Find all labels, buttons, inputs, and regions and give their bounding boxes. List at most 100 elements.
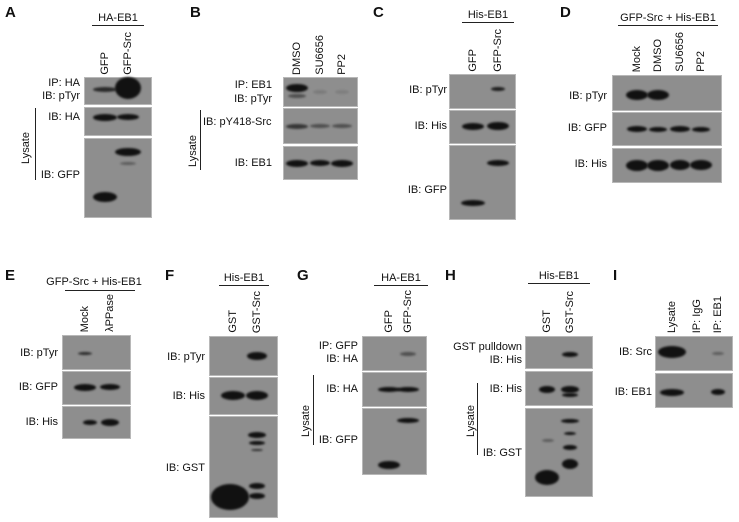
blot-band <box>562 393 578 397</box>
blot-band <box>562 459 578 469</box>
blot-band <box>564 431 576 435</box>
panel-i-letter: I <box>613 267 618 284</box>
panel-i-lane: IP: IgG <box>691 298 703 333</box>
panel-g-label: IB: HA <box>326 383 358 395</box>
panel-h-blot-2 <box>525 371 593 406</box>
panel-a-lane: GFP <box>99 52 111 75</box>
blot-band <box>397 417 419 423</box>
panel-e-header: GFP-Src + His-EB1 <box>46 276 142 288</box>
panel-g-label: IP: GFP <box>318 340 358 352</box>
blot-band <box>115 148 141 156</box>
panel-f-lane: GST <box>227 310 239 333</box>
panel-d-label: IB: GFP <box>567 122 607 134</box>
panel-e-blot-3 <box>62 406 131 439</box>
blot-band <box>249 493 265 499</box>
blot-band <box>115 77 141 99</box>
panel-b-letter: B <box>190 4 201 21</box>
blot-band <box>647 90 669 100</box>
panel-g-bracket <box>313 375 314 445</box>
blot-band <box>626 159 648 171</box>
panel-e-header-line <box>65 290 135 291</box>
blot-band <box>487 122 509 130</box>
blot-band <box>288 94 306 98</box>
panel-i-lane: IP: EB1 <box>712 295 724 333</box>
panel-c-lane: GFP <box>467 49 479 72</box>
panel-g-label: IB: HA <box>326 353 358 365</box>
blot-band <box>397 386 419 392</box>
panel-h-label: IB: GST <box>482 447 522 459</box>
panel-a-label: IB: GFP <box>40 169 80 181</box>
blot-band <box>539 385 555 393</box>
panel-a-header: HA-EB1 <box>92 12 144 26</box>
blot-band <box>83 419 97 425</box>
panel-h-lane: GST-Src <box>564 290 576 333</box>
panel-e-label: IB: GFP <box>18 381 58 393</box>
panel-h-blot-1 <box>525 336 593 369</box>
panel-d-lane: PP2 <box>695 51 707 72</box>
blot-band <box>626 90 648 100</box>
panel-e-lane: λPPase <box>104 294 116 332</box>
blot-band <box>647 159 669 171</box>
panel-g-letter: G <box>297 267 309 284</box>
blot-band <box>461 200 485 206</box>
panel-a-lysate-label: Lysate <box>20 132 32 165</box>
panel-a-letter: A <box>5 4 16 21</box>
blot-band <box>313 90 327 94</box>
panel-b-lane: DMSO <box>291 42 303 75</box>
blot-band <box>310 160 330 166</box>
panel-f-blot-1 <box>209 336 278 376</box>
blot-band <box>690 160 712 170</box>
blot-band <box>249 483 265 489</box>
blot-band <box>93 86 117 92</box>
panel-f-label: IB: GST <box>165 462 205 474</box>
blot-band <box>247 352 267 360</box>
blot-band <box>331 159 353 167</box>
blot-band <box>332 124 352 128</box>
panel-d-lane: SU6656 <box>674 32 686 72</box>
panel-a-label: IB: pTyr <box>42 90 80 102</box>
panel-c-label: IB: His <box>414 120 447 132</box>
blot-band <box>658 346 686 358</box>
blot-band <box>100 384 120 390</box>
panel-d-label: IB: pTyr <box>569 90 607 102</box>
blot-band <box>561 419 579 423</box>
panel-a-bracket <box>35 108 36 180</box>
panel-d-label: IB: His <box>574 158 607 170</box>
panel-c-letter: C <box>373 4 384 21</box>
panel-b-label: IP: EB1 <box>234 79 272 91</box>
panel-e-label: IB: pTyr <box>20 347 58 359</box>
blot-band <box>487 160 509 166</box>
panel-b-lysate-label: Lysate <box>187 135 199 168</box>
blot-band <box>563 444 577 450</box>
panel-h-label: GST pulldown <box>453 341 522 353</box>
panel-d-header: GFP-Src + His-EB1 <box>618 12 718 26</box>
blot-band <box>101 418 119 426</box>
blot-band <box>248 432 266 438</box>
panel-i-label: IB: Src <box>618 346 652 358</box>
blot-band <box>120 161 136 165</box>
blot-band <box>627 126 647 132</box>
blot-band <box>286 159 308 167</box>
panel-f-letter: F <box>165 267 175 284</box>
blot-band <box>211 484 249 510</box>
blot-band <box>310 124 330 128</box>
panel-g-label: IB: GFP <box>318 434 358 446</box>
panel-g-lane: GFP-Src <box>402 290 414 333</box>
blot-band <box>335 90 349 94</box>
panel-b-label: IB: pTyr <box>234 93 272 105</box>
panel-f-lane: GST-Src <box>251 290 263 333</box>
panel-c-header: His-EB1 <box>462 9 514 23</box>
blot-band <box>542 438 554 442</box>
panel-b-lane: SU6656 <box>314 35 326 75</box>
panel-b-lane: PP2 <box>336 54 348 75</box>
panel-i-label: IB: EB1 <box>614 386 652 398</box>
panel-e-blot-2 <box>62 371 131 405</box>
panel-h-lysate-label: Lysate <box>465 405 477 438</box>
panel-a-lane: GFP-Src <box>122 32 134 75</box>
blot-band <box>93 113 117 121</box>
blot-band <box>660 388 684 396</box>
panel-h-lane: GST <box>541 310 553 333</box>
panel-a-label: IP: HA <box>48 77 80 89</box>
panel-g-blot-1 <box>362 336 427 371</box>
